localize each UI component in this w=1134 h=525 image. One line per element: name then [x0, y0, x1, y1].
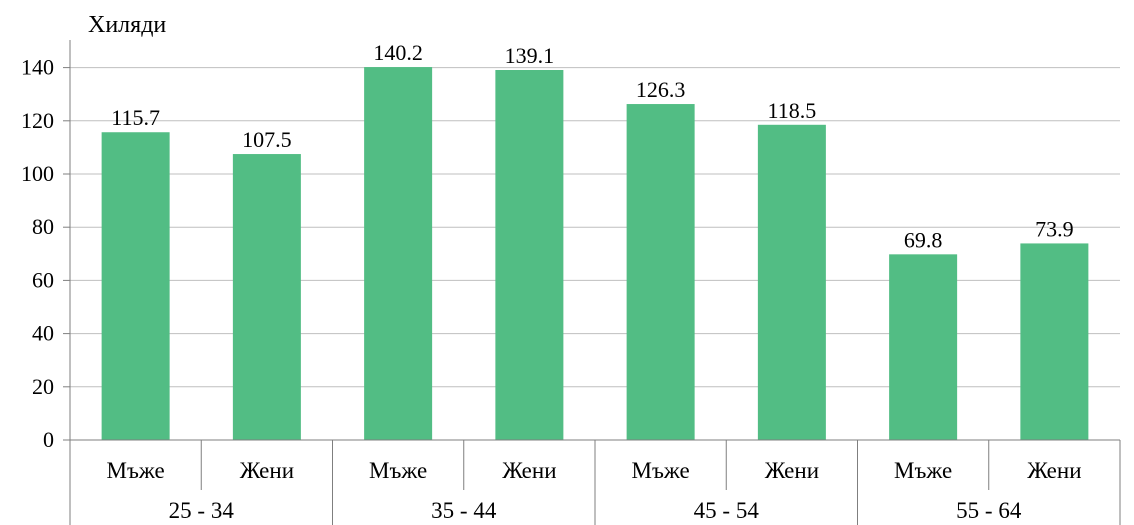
bar-45-54-1 — [626, 104, 695, 441]
data-label: 118.5 — [768, 98, 817, 123]
y-tick-label-60: 60 — [32, 267, 54, 292]
x-group-label: 45 - 54 — [694, 498, 760, 523]
y-tick-label-100: 100 — [21, 161, 54, 186]
x-group-label: 35 - 44 — [431, 498, 497, 523]
x-group-label: 25 - 34 — [169, 498, 235, 523]
bar-55-64-2 — [1020, 243, 1089, 440]
x-subcategory-label: Мъже — [632, 458, 690, 483]
bar-35-44-1 — [364, 67, 433, 441]
bar-45-54-2 — [757, 124, 826, 440]
bar-25-34-1 — [101, 132, 170, 440]
y-tick-label-0: 0 — [43, 427, 54, 452]
data-label: 69.8 — [904, 227, 943, 252]
y-tick-label-20: 20 — [32, 374, 54, 399]
data-label: 139.1 — [505, 43, 555, 68]
x-subcategory-label: Мъже — [107, 458, 165, 483]
data-label: 126.3 — [636, 77, 686, 102]
x-subcategory-label: Жени — [1027, 458, 1081, 483]
y-tick-label-40: 40 — [32, 321, 54, 346]
y-axis-title: Хиляди — [88, 12, 166, 38]
data-label: 140.2 — [373, 40, 423, 65]
bar-55-64-1 — [889, 254, 958, 440]
y-tick-label-80: 80 — [32, 214, 54, 239]
x-subcategory-label: Жени — [240, 458, 294, 483]
y-tick-label-120: 120 — [21, 108, 54, 133]
x-subcategory-label: Жени — [502, 458, 556, 483]
x-subcategory-label: Мъже — [369, 458, 427, 483]
bar-25-34-2 — [232, 154, 301, 441]
data-label: 73.9 — [1035, 216, 1074, 241]
data-label: 115.7 — [111, 105, 160, 130]
x-subcategory-label: Жени — [765, 458, 819, 483]
data-label: 107.5 — [242, 127, 292, 152]
bar-35-44-2 — [495, 69, 564, 440]
x-subcategory-label: Мъже — [894, 458, 952, 483]
x-group-label: 55 - 64 — [956, 498, 1022, 523]
y-tick-label-140: 140 — [21, 55, 54, 80]
